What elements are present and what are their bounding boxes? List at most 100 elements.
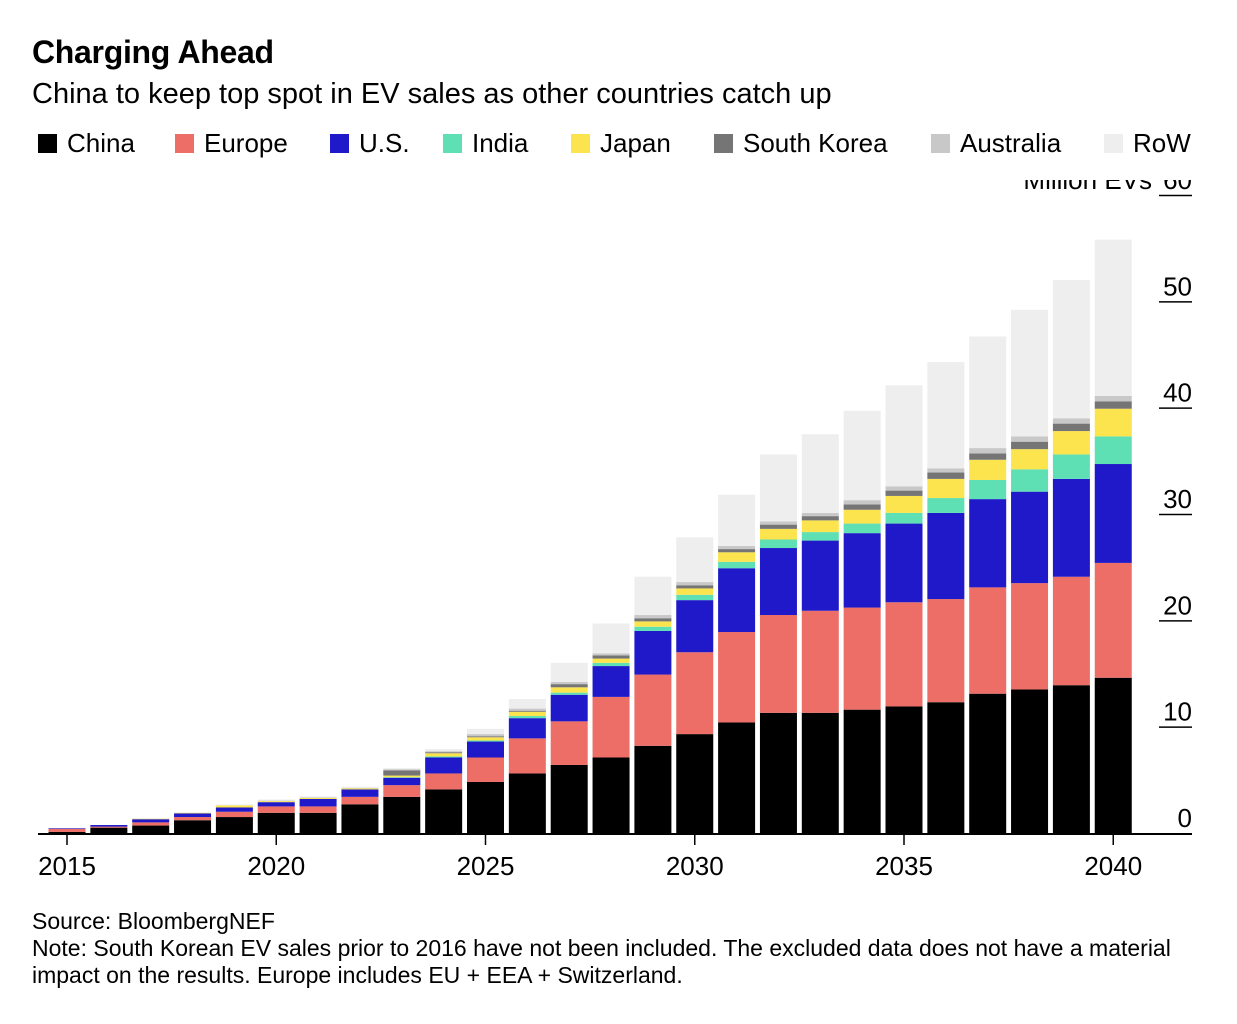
bar-u-s-2027 [550,694,588,722]
bar-europe-2037 [969,587,1007,694]
bar-china-2017 [132,825,170,833]
legend-swatch-row [1104,134,1123,153]
bar-u-s-2036 [927,512,965,600]
bar-row-2033 [801,434,839,513]
bar-australia-2028 [592,653,630,656]
bar-japan-2024 [425,753,463,757]
bar-australia-2026 [508,708,546,711]
bar-japan-2030 [676,588,714,595]
bar-china-2020 [257,812,295,833]
bar-row-2021 [299,796,337,798]
bar-u-s-2015 [48,828,86,829]
bar-row-2024 [425,749,463,752]
bar-china-2027 [550,764,588,833]
bar-india-2039 [1052,454,1090,479]
bar-u-s-2024 [425,757,463,774]
y-tick-label-0: 0 [1178,803,1192,833]
bar-row-2017 [132,818,170,819]
bar-australia-2035 [885,486,923,491]
bar-china-2034 [843,709,881,833]
bar-europe-2038 [1011,583,1049,690]
y-tick-label-40: 40 [1163,378,1192,408]
bar-south-korea-2025 [467,736,504,738]
bar-south-korea-2028 [592,655,630,659]
bar-australia-2034 [843,500,881,505]
bar-europe-2015 [48,828,86,832]
bar-u-s-2032 [759,548,797,616]
bar-japan-2036 [927,478,965,499]
bar-japan-2023 [383,775,421,778]
bar-japan-2033 [801,520,839,533]
bar-australia-2024 [425,751,463,753]
bar-u-s-2038 [1011,491,1049,584]
bar-row-2023 [383,768,421,770]
legend-item-europe: Europe [175,128,288,159]
bar-china-2016 [90,827,128,833]
y-tick-label-30: 30 [1163,484,1192,514]
bar-australia-2020 [257,800,295,802]
bar-row-2028 [592,623,630,654]
bar-south-korea-2024 [425,752,463,754]
bar-japan-2034 [843,509,881,524]
bar-south-korea-2040 [1094,401,1132,409]
bar-india-2038 [1011,469,1049,492]
bar-europe-2036 [927,599,965,703]
bar-india-2029 [634,626,672,631]
bar-u-s-2017 [132,819,170,823]
legend-swatch-japan [571,134,590,153]
bar-australia-2021 [299,797,337,798]
legend-swatch-south-korea [714,134,733,153]
bar-europe-2039 [1052,576,1090,686]
legend-item-u-s: U.S. [330,128,410,159]
bar-china-2032 [759,712,797,833]
bar-japan-2019 [215,805,253,808]
bar-row-2026 [508,699,546,709]
bar-china-2033 [801,712,839,833]
legend-swatch-india [443,134,462,153]
legend-swatch-europe [175,134,194,153]
bar-japan-2022 [341,788,379,790]
bar-u-s-2037 [969,499,1007,588]
bar-u-s-2028 [592,666,630,697]
bar-europe-2029 [634,674,672,746]
legend-item-australia: Australia [931,128,1061,159]
bar-china-2040 [1094,677,1132,833]
legend-swatch-u-s [330,134,349,153]
bar-china-2028 [592,757,630,833]
bar-u-s-2018 [174,813,212,818]
bar-australia-2036 [927,468,965,473]
bar-india-2033 [801,532,839,541]
bar-japan-2037 [969,459,1007,480]
bar-japan-2018 [174,812,212,814]
bar-japan-2031 [718,552,756,562]
bar-australia-2031 [718,545,756,550]
bar-u-s-2034 [843,533,881,608]
bar-south-korea-2039 [1052,423,1090,432]
bar-india-2023 [383,777,421,778]
bar-row-2034 [843,410,881,501]
bar-south-korea-2036 [927,472,965,479]
legend-item-south-korea: South Korea [714,128,888,159]
bar-u-s-2022 [341,789,379,797]
bar-south-korea-2027 [550,684,588,688]
bar-india-2025 [467,740,504,742]
bar-china-2015 [48,831,86,833]
bar-u-s-2019 [215,807,253,812]
bar-china-2038 [1011,689,1049,833]
bar-u-s-2026 [508,718,546,739]
bar-row-2037 [969,336,1007,449]
legend-swatch-australia [931,134,950,153]
bar-south-korea-2035 [885,490,923,496]
bar-row-2025 [467,728,504,735]
bar-india-2031 [718,561,756,569]
y-tick-label-60: 60 [1163,180,1192,195]
bar-row-2031 [718,494,756,546]
bar-china-2035 [885,706,923,833]
bar-row-2039 [1052,280,1090,419]
chart-footer: Source: BloombergNEF Note: South Korean … [32,908,1212,989]
bar-europe-2027 [550,721,588,765]
bar-australia-2040 [1094,395,1132,402]
bar-u-s-2035 [885,523,923,603]
bar-europe-2016 [90,826,128,828]
x-tick-label-2035: 2035 [875,851,933,881]
